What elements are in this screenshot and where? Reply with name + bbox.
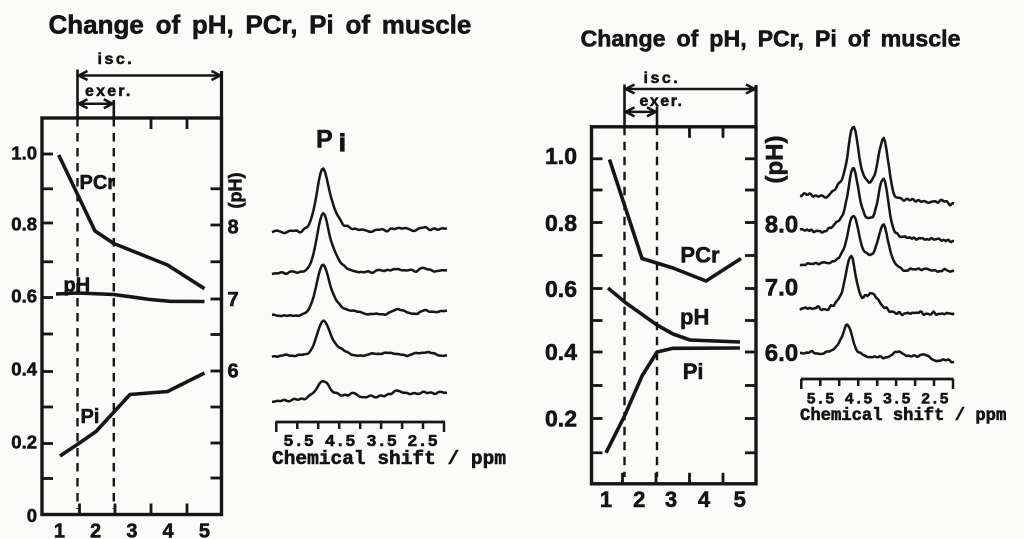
svg-text:3.5: 3.5 [883, 391, 911, 409]
svg-text:Chemical shift / ppm: Chemical shift / ppm [800, 407, 1006, 426]
svg-text:0.2: 0.2 [11, 432, 37, 453]
svg-text:1.0: 1.0 [11, 142, 37, 163]
svg-text:i: i [339, 130, 346, 157]
svg-text:pH: pH [680, 305, 709, 330]
svg-text:5: 5 [199, 521, 210, 539]
svg-text:Pi: Pi [81, 406, 100, 428]
svg-text:1: 1 [600, 487, 612, 512]
svg-text:Pi: Pi [683, 359, 704, 384]
svg-text:5.5: 5.5 [283, 433, 314, 452]
svg-text:0.6: 0.6 [11, 285, 37, 306]
svg-text:2: 2 [633, 487, 645, 512]
svg-text:0.8: 0.8 [11, 214, 37, 235]
svg-text:3: 3 [665, 487, 677, 512]
svg-text:pH: pH [64, 275, 91, 297]
svg-text:6.0: 6.0 [765, 340, 798, 367]
svg-text:7.0: 7.0 [765, 275, 798, 302]
svg-text:isc.: isc. [98, 51, 135, 68]
svg-text:1: 1 [54, 521, 65, 539]
svg-text:4: 4 [163, 521, 175, 539]
svg-text:0.4: 0.4 [545, 339, 577, 365]
svg-text:3.5: 3.5 [366, 433, 397, 452]
svg-text:0.4: 0.4 [11, 358, 37, 379]
svg-text:8: 8 [228, 217, 239, 239]
svg-text:7: 7 [228, 289, 239, 311]
svg-text:exer.: exer. [85, 83, 132, 100]
svg-text:0.2: 0.2 [545, 405, 577, 431]
svg-text:(pH): (pH) [226, 173, 246, 209]
svg-text:(pH): (pH) [762, 136, 789, 184]
svg-text:0.8: 0.8 [545, 210, 577, 236]
svg-text:Chemical shift / ppm: Chemical shift / ppm [272, 448, 506, 470]
svg-text:2: 2 [90, 521, 101, 539]
svg-text:PCr: PCr [80, 172, 116, 194]
svg-text:0: 0 [27, 505, 37, 526]
svg-text:isc.: isc. [644, 70, 681, 87]
svg-text:4: 4 [698, 487, 711, 512]
svg-text:8.0: 8.0 [765, 211, 798, 238]
svg-text:5: 5 [734, 487, 746, 512]
svg-text:1.0: 1.0 [545, 143, 577, 169]
svg-text:P: P [316, 126, 333, 154]
svg-text:Change of pH, PCr, Pi of muscl: Change of pH, PCr, Pi of muscle [581, 26, 961, 52]
svg-text:PCr: PCr [680, 243, 720, 268]
svg-text:6: 6 [228, 361, 239, 383]
svg-text:0.6: 0.6 [545, 276, 577, 302]
svg-text:Change of pH, PCr, Pi of muscl: Change of pH, PCr, Pi of muscle [49, 10, 472, 40]
svg-text:4.5: 4.5 [845, 391, 873, 409]
svg-text:4.5: 4.5 [325, 433, 356, 452]
svg-text:2.5: 2.5 [921, 391, 949, 409]
svg-text:exer.: exer. [640, 93, 684, 110]
svg-text:2.5: 2.5 [407, 433, 438, 452]
svg-text:5.5: 5.5 [807, 391, 835, 409]
svg-text:3: 3 [126, 521, 137, 539]
